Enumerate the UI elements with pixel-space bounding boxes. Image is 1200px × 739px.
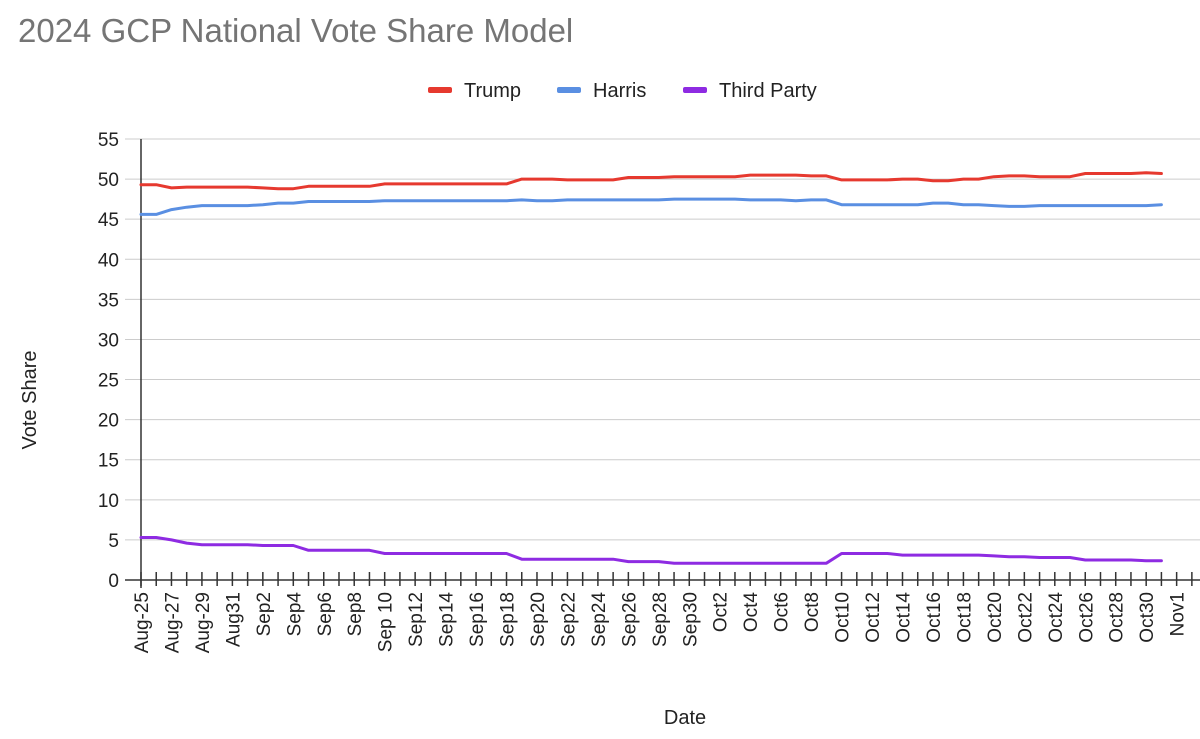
x-tick-label: Sep 10 [376, 592, 397, 652]
x-tick-label: Sep8 [345, 592, 366, 636]
x-tick-label: Oct18 [954, 592, 975, 643]
legend-swatch [428, 87, 452, 93]
y-tick-label: 5 [108, 531, 119, 552]
gridlines [125, 138, 1200, 541]
x-tick-label: Sep30 [680, 592, 701, 647]
legend-swatch [557, 87, 581, 93]
y-axis-title: Vote Share [19, 351, 41, 450]
x-tick-label: Aug-27 [162, 592, 183, 653]
x-tick-label: Oct30 [1137, 592, 1158, 643]
legend-swatch [683, 87, 707, 93]
x-tick-label: Oct20 [985, 592, 1006, 643]
y-tick-label: 30 [98, 330, 119, 351]
series-line-third-party [139, 536, 1163, 565]
x-tick-label: Oct14 [894, 592, 915, 643]
x-tick-label: Sep20 [528, 592, 549, 647]
series-line-trump [139, 171, 1163, 191]
y-tick-label: 40 [98, 250, 119, 271]
x-tick-label: Sep4 [284, 592, 305, 637]
x-tick-label: Sep12 [406, 592, 427, 647]
x-tick-label: Oct28 [1107, 592, 1128, 643]
x-axis-title: Date [664, 707, 706, 729]
x-tick-label: Oct24 [1046, 592, 1067, 643]
y-tick-label: 10 [98, 491, 119, 512]
x-tick-label: Sep18 [498, 592, 519, 647]
x-tick-label: Aug31 [223, 592, 244, 647]
x-tick-label: Oct12 [863, 592, 884, 643]
x-tick-label: Aug-25 [132, 592, 153, 653]
legend-label: Third Party [719, 80, 817, 102]
x-tick-label: Oct16 [924, 592, 945, 643]
y-tick-label: 15 [98, 451, 119, 472]
chart-title: 2024 GCP National Vote Share Model [18, 12, 574, 49]
y-tick-label: 50 [98, 170, 119, 191]
x-tick-label: Oct26 [1076, 592, 1097, 643]
x-tick-label: Aug-29 [193, 592, 214, 653]
legend-label: Harris [593, 80, 646, 102]
y-tick-label: 20 [98, 411, 119, 432]
y-tick-label: 25 [98, 371, 119, 392]
x-tick-label: Sep24 [589, 592, 610, 647]
x-tick-label: Sep26 [619, 592, 640, 647]
x-tick-label: Sep14 [437, 592, 458, 647]
x-tick-label: Sep6 [315, 592, 336, 636]
x-tick-label: Nov1 [1168, 592, 1189, 636]
x-tick-label: Oct22 [1015, 592, 1036, 643]
legend-label: Trump [464, 80, 521, 102]
x-tick-label: Sep28 [650, 592, 671, 647]
x-tick-label: Sep2 [254, 592, 275, 636]
x-tick-label: Oct8 [802, 592, 823, 632]
x-tick-label: Nov3 [1198, 592, 1200, 636]
y-tick-label: 35 [98, 290, 119, 311]
x-tick-label: Oct2 [711, 592, 732, 632]
y-tick-label: 55 [98, 130, 119, 151]
series-line-harris [139, 197, 1163, 216]
y-tick-label: 45 [98, 210, 119, 231]
series-lines [139, 171, 1163, 565]
x-tick-label: Sep22 [558, 592, 579, 647]
x-tick-label: Sep16 [467, 592, 488, 647]
x-tick-label: Oct4 [741, 592, 762, 633]
legend: Trump Harris Third Party [428, 80, 817, 102]
x-tick-label: Oct10 [833, 592, 854, 643]
x-tick-label: Oct6 [772, 592, 793, 632]
axes: 0 5 10 15 20 25 30 35 40 45 50 55 Aug-25 Aug-27 Aug-29… [98, 130, 1200, 653]
y-tick-label: 0 [108, 571, 119, 592]
